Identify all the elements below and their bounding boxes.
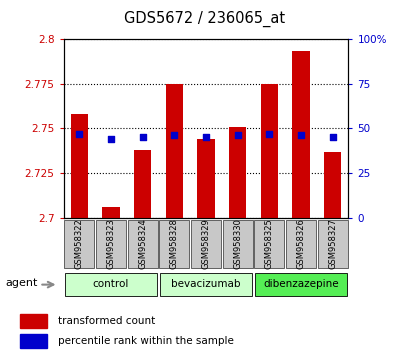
Bar	[134, 150, 151, 218]
Bar	[64, 220, 94, 268]
Bar	[285, 220, 315, 268]
Point	[297, 133, 303, 138]
Point	[108, 136, 114, 142]
Text: GSM958322: GSM958322	[75, 218, 84, 269]
Text: GDS5672 / 236065_at: GDS5672 / 236065_at	[124, 11, 285, 27]
Bar	[254, 273, 346, 296]
Bar	[20, 314, 47, 328]
Text: GSM958326: GSM958326	[296, 218, 305, 269]
Text: GSM958324: GSM958324	[138, 218, 147, 269]
Bar	[228, 126, 246, 218]
Bar	[165, 84, 183, 218]
Bar	[254, 220, 283, 268]
Bar	[260, 84, 277, 218]
Point	[202, 135, 209, 140]
Text: transformed count: transformed count	[58, 316, 155, 326]
Bar	[292, 51, 309, 218]
Point	[234, 133, 240, 138]
Bar	[159, 220, 189, 268]
Text: agent: agent	[5, 278, 37, 289]
Text: percentile rank within the sample: percentile rank within the sample	[58, 336, 233, 346]
Bar	[128, 220, 157, 268]
Bar	[70, 114, 88, 218]
Text: GSM958327: GSM958327	[327, 218, 336, 269]
Bar	[160, 273, 252, 296]
Text: GSM958328: GSM958328	[169, 218, 178, 269]
Bar	[197, 139, 214, 218]
Bar	[96, 220, 126, 268]
Point	[265, 131, 272, 137]
Bar	[191, 220, 220, 268]
Text: GSM958325: GSM958325	[264, 218, 273, 269]
Bar	[222, 220, 252, 268]
Bar	[20, 334, 47, 348]
Point	[328, 135, 335, 140]
Text: control: control	[92, 279, 129, 289]
Bar	[323, 152, 341, 218]
Text: GSM958329: GSM958329	[201, 218, 210, 269]
Bar	[65, 273, 157, 296]
Text: dibenzazepine: dibenzazepine	[263, 279, 338, 289]
Text: bevacizumab: bevacizumab	[171, 279, 240, 289]
Point	[76, 131, 83, 137]
Text: GSM958323: GSM958323	[106, 218, 115, 269]
Bar	[317, 220, 347, 268]
Text: GSM958330: GSM958330	[233, 218, 242, 269]
Point	[171, 133, 177, 138]
Point	[139, 135, 146, 140]
Bar	[102, 207, 119, 218]
